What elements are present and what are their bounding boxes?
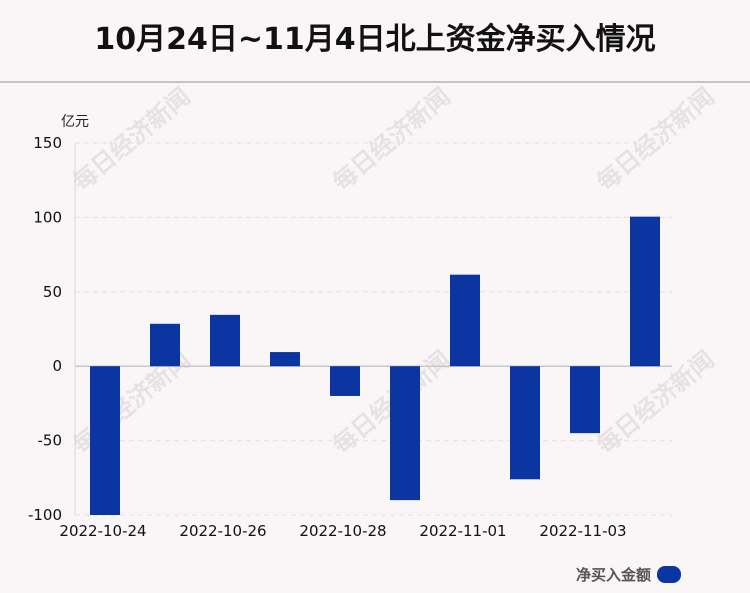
- x-tick-label: 2022-11-01: [419, 522, 506, 540]
- bar-2022-10-27: [270, 352, 300, 367]
- y-axis-ticks: 150 100 50 0 -50 -100: [28, 134, 62, 524]
- bar-2022-10-24: [90, 366, 120, 515]
- bar-2022-11-04: [630, 216, 660, 367]
- y-tick-label: 50: [43, 283, 62, 301]
- y-tick-label: -50: [38, 432, 63, 450]
- bars: [90, 216, 660, 515]
- bar-2022-10-28: [330, 366, 360, 396]
- x-tick-label: 2022-10-26: [179, 522, 266, 540]
- x-tick-label: 2022-11-03: [539, 522, 626, 540]
- bar-2022-11-03: [570, 366, 600, 434]
- legend-swatch: [657, 565, 682, 583]
- bar-2022-10-31: [390, 366, 420, 501]
- x-axis-ticks: 2022-10-24 2022-10-26 2022-10-28 2022-11-01…: [59, 522, 626, 540]
- title-divider: [0, 81, 750, 83]
- bar-2022-11-02: [510, 366, 540, 480]
- bar-2022-10-26: [210, 314, 240, 367]
- y-tick-label: 100: [33, 208, 62, 226]
- chart-title: 10月24日~11月4日北上资金净买入情况: [94, 22, 656, 57]
- bar-2022-11-01: [450, 274, 480, 367]
- x-tick-label: 2022-10-28: [299, 522, 386, 540]
- legend: 净买入金额: [576, 563, 682, 585]
- legend-label: 净买入金额: [576, 565, 652, 584]
- bar-2022-10-25: [150, 323, 180, 367]
- y-tick-label: -100: [28, 506, 62, 524]
- grid-lines: [74, 142, 672, 516]
- y-tick-label: 150: [33, 134, 62, 152]
- y-tick-label: 0: [52, 357, 62, 375]
- y-axis-unit-label: 亿元: [61, 114, 89, 130]
- x-tick-label: 2022-10-24: [59, 522, 146, 540]
